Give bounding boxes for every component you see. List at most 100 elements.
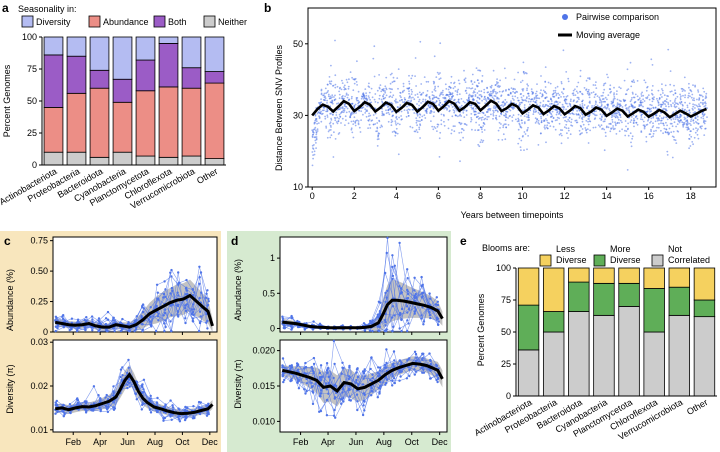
panel-a-bar-planctomycetota-both [135,59,156,92]
panel-a-bar-other-both [204,71,225,84]
scatter-point [643,127,646,130]
scatter-point [420,83,423,85]
trace-point [200,406,203,410]
scatter-point [656,118,659,120]
scatter-point [384,85,387,88]
scatter-point [498,98,500,100]
scatter-point [401,91,404,94]
scatter-point [330,117,332,120]
trace-point [398,327,401,330]
scatter-point [593,105,596,107]
scatter-point [698,103,700,105]
scatter-point [651,89,653,92]
genome-trace [283,351,437,401]
scatter-point [376,127,379,130]
trace-point [54,329,57,333]
trace-point [310,381,313,384]
trace-point [164,295,167,298]
scatter-point [490,92,493,95]
trace-point [163,280,166,283]
panel-e-bar-other-not-correlated [693,316,716,397]
scatter-point [364,108,367,111]
scatter-point [526,116,528,118]
scatter-point [443,124,446,127]
scatter-point [650,120,652,123]
scatter-point [668,132,670,134]
scatter-point [701,102,704,104]
scatter-point [468,93,471,96]
panel-e-ylabel: Percent Genomes [476,293,486,366]
scatter-point [325,127,328,129]
scatter-point [368,118,371,121]
trace-point [61,315,64,318]
scatter-point [468,87,470,89]
scatter-point [425,80,428,83]
scatter-point [425,93,428,96]
scatter-point [581,128,584,130]
scatter-point [548,111,551,114]
trace-point [376,325,380,328]
scatter-point [385,76,388,79]
trace-point [348,364,351,368]
scatter-point [334,94,336,97]
trace-point [62,415,65,418]
scatter-point [545,96,548,99]
scatter-point [432,106,435,109]
scatter-point [576,114,578,116]
scatter-point [403,109,406,111]
scatter-point [651,98,654,100]
scatter-point [458,93,461,95]
scatter-point [673,136,675,139]
trace-point [141,329,144,333]
scatter-point [422,98,425,101]
scatter-point [618,105,621,107]
scatter-point [549,103,551,105]
scatter-point [679,113,682,116]
trace-point [429,359,432,363]
scatter-point [517,119,520,121]
trace-point [319,379,323,382]
scatter-point [368,123,371,126]
scatter-point [661,89,664,92]
scatter-point [511,95,514,98]
scatter-point [371,96,374,99]
trace-point [54,412,57,415]
scatter-point [408,74,410,77]
trace-point [435,378,438,382]
scatter-point [528,95,530,97]
scatter-point [418,100,420,103]
scatter-point [426,107,429,110]
scatter-point [684,94,687,97]
scatter-point [540,89,542,92]
scatter-point [437,97,439,100]
scatter-point [355,97,358,99]
scatter-point [683,116,686,119]
scatter-point [503,67,506,70]
scatter-point [381,101,384,104]
scatter-point [368,91,371,94]
scatter-point [478,90,480,92]
scatter-point [385,94,388,97]
scatter-point [508,108,511,111]
trace-point [428,292,431,295]
scatter-point [675,102,677,104]
scatter-point [640,118,642,120]
scatter-point [615,93,618,95]
scatter-point [502,105,505,108]
scatter-point [334,74,337,77]
trace-point [283,327,286,330]
scatter-point [490,86,493,89]
trace-point [198,310,202,313]
scatter-point [418,116,421,119]
scatter-point [416,131,419,134]
scatter-point [384,96,387,99]
scatter-point [346,96,349,99]
scatter-point [660,106,662,108]
panel-e-ytick-label: 25 [501,359,511,369]
scatter-point [693,122,695,124]
scatter-point [452,109,455,111]
scatter-point [651,126,654,129]
scatter-point [475,107,477,110]
scatter-point [426,90,429,92]
trace-point [127,321,130,324]
